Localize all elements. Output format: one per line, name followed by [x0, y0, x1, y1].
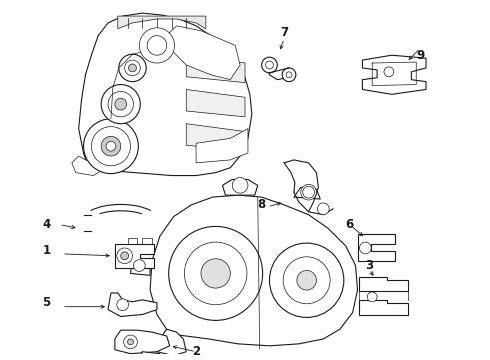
Text: 9: 9 [416, 49, 424, 62]
Text: 5: 5 [42, 296, 50, 309]
Text: 7: 7 [280, 26, 288, 39]
Polygon shape [140, 352, 160, 360]
Polygon shape [108, 293, 157, 316]
Text: 6: 6 [345, 218, 354, 231]
Polygon shape [167, 26, 240, 80]
Polygon shape [186, 55, 245, 82]
Circle shape [133, 260, 145, 271]
Circle shape [266, 61, 273, 69]
Circle shape [297, 270, 317, 290]
Circle shape [169, 226, 263, 320]
Circle shape [139, 28, 174, 63]
Circle shape [286, 72, 292, 78]
Polygon shape [360, 277, 408, 291]
Circle shape [368, 292, 377, 302]
Text: 4: 4 [42, 218, 50, 231]
Circle shape [262, 57, 277, 73]
Circle shape [106, 141, 116, 151]
Circle shape [147, 36, 167, 55]
Polygon shape [186, 89, 245, 117]
Circle shape [101, 85, 140, 124]
Polygon shape [115, 330, 170, 354]
Circle shape [108, 91, 133, 117]
Text: 2: 2 [192, 345, 200, 358]
Circle shape [128, 64, 136, 72]
Text: 3: 3 [365, 259, 373, 272]
Circle shape [84, 119, 138, 174]
Circle shape [318, 203, 329, 215]
Circle shape [117, 299, 128, 311]
Circle shape [270, 243, 344, 318]
Circle shape [119, 54, 146, 82]
Circle shape [101, 136, 121, 156]
Polygon shape [196, 129, 248, 163]
Circle shape [117, 248, 132, 264]
Circle shape [283, 257, 330, 304]
Polygon shape [358, 234, 395, 261]
Circle shape [91, 127, 130, 166]
Polygon shape [130, 258, 150, 275]
Polygon shape [294, 187, 320, 199]
Polygon shape [115, 244, 154, 267]
Circle shape [282, 68, 296, 82]
Circle shape [201, 259, 230, 288]
Circle shape [184, 242, 247, 305]
Polygon shape [150, 195, 358, 346]
Circle shape [303, 186, 315, 198]
Text: 1: 1 [42, 244, 50, 257]
Circle shape [121, 252, 128, 260]
Circle shape [115, 98, 126, 110]
Circle shape [123, 335, 137, 349]
Text: 8: 8 [258, 198, 266, 211]
Circle shape [232, 177, 248, 193]
Polygon shape [360, 300, 408, 315]
Polygon shape [157, 329, 186, 356]
Circle shape [360, 242, 371, 254]
Circle shape [301, 184, 317, 200]
Polygon shape [118, 16, 206, 29]
Polygon shape [363, 55, 426, 94]
Circle shape [384, 67, 394, 77]
Circle shape [124, 60, 140, 76]
Polygon shape [186, 124, 245, 151]
Polygon shape [222, 180, 258, 195]
Polygon shape [79, 13, 252, 176]
Circle shape [127, 339, 133, 345]
Polygon shape [72, 156, 103, 176]
